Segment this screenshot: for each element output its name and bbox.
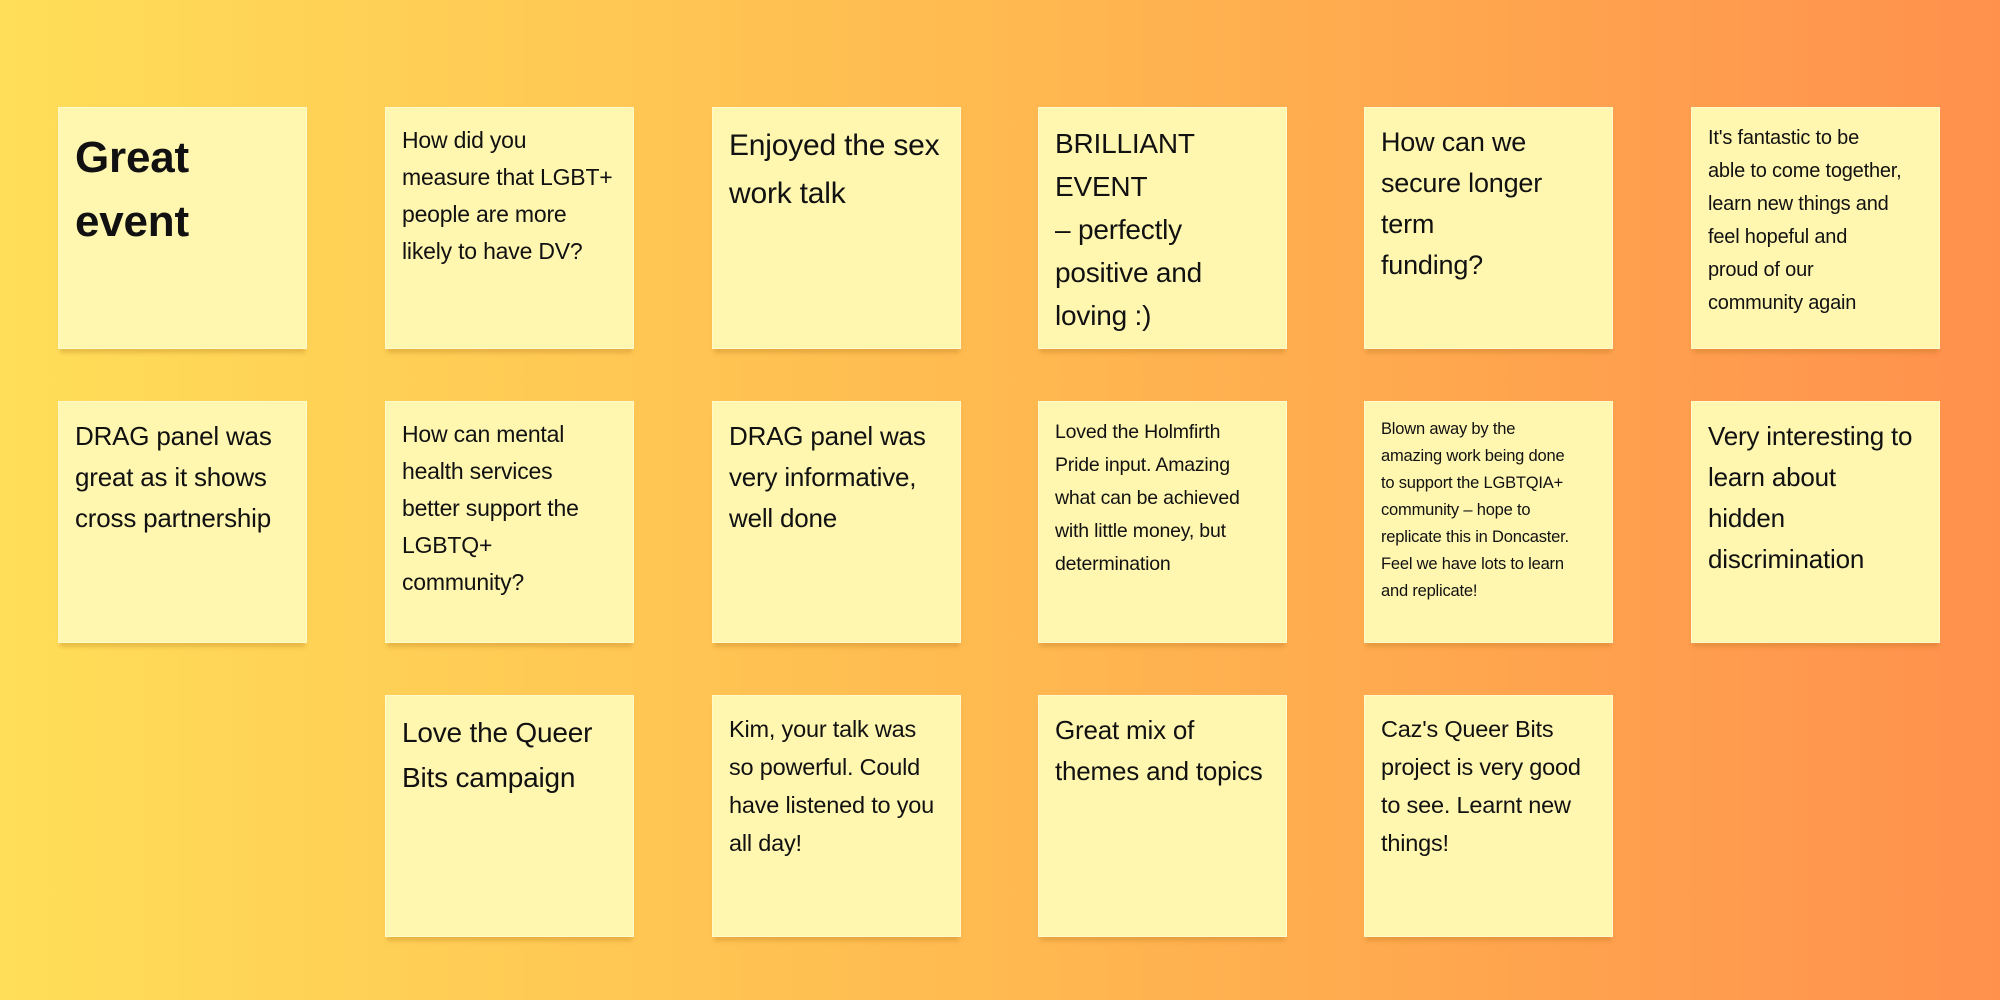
note-text: How can we secure longer term funding? <box>1381 127 1542 280</box>
sticky-note: Kim, your talk was so powerful. Could ha… <box>712 695 961 937</box>
note-text: Enjoyed the sex work talk <box>729 129 940 210</box>
note-text: Very interesting to learn about hidden d… <box>1708 421 1913 574</box>
note-text: Love the Queer Bits campaign <box>402 717 593 793</box>
sticky-note: Great mix of themes and topics <box>1038 695 1287 937</box>
note-text: BRILLIANT EVENT – perfectly positive and… <box>1055 128 1203 331</box>
note-text: Loved the Holmfirth Pride input. Amazing… <box>1055 421 1240 575</box>
sticky-note: How can mental health services better su… <box>385 401 634 643</box>
sticky-note: Great event <box>58 107 307 349</box>
sticky-note: How did you measure that LGBT+ people ar… <box>385 107 634 349</box>
note-text: It's fantastic to be able to come togeth… <box>1708 127 1902 314</box>
sticky-note: Very interesting to learn about hidden d… <box>1691 401 1940 643</box>
note-text: Blown away by the amazing work being don… <box>1381 420 1569 600</box>
sticky-note: Love the Queer Bits campaign <box>385 695 634 937</box>
sticky-note: Enjoyed the sex work talk <box>712 107 961 349</box>
sticky-note: Blown away by the amazing work being don… <box>1364 401 1613 643</box>
note-text: Great event <box>75 133 189 246</box>
note-text: Great mix of themes and topics <box>1055 715 1263 786</box>
sticky-note: How can we secure longer term funding? <box>1364 107 1613 349</box>
sticky-note: BRILLIANT EVENT – perfectly positive and… <box>1038 107 1287 349</box>
sticky-note: DRAG panel was very informative, well do… <box>712 401 961 643</box>
sticky-note: Caz's Queer Bits project is very good to… <box>1364 695 1613 937</box>
note-text: Caz's Queer Bits project is very good to… <box>1381 716 1581 856</box>
note-text: DRAG panel was great as it shows cross p… <box>75 421 272 533</box>
sticky-note: DRAG panel was great as it shows cross p… <box>58 401 307 643</box>
note-text: How can mental health services better su… <box>402 421 579 595</box>
note-text: Kim, your talk was so powerful. Could ha… <box>729 716 935 856</box>
sticky-note: It's fantastic to be able to come togeth… <box>1691 107 1940 349</box>
note-text: How did you measure that LGBT+ people ar… <box>402 127 613 264</box>
note-text: DRAG panel was very informative, well do… <box>729 421 926 533</box>
sticky-note: Loved the Holmfirth Pride input. Amazing… <box>1038 401 1287 643</box>
